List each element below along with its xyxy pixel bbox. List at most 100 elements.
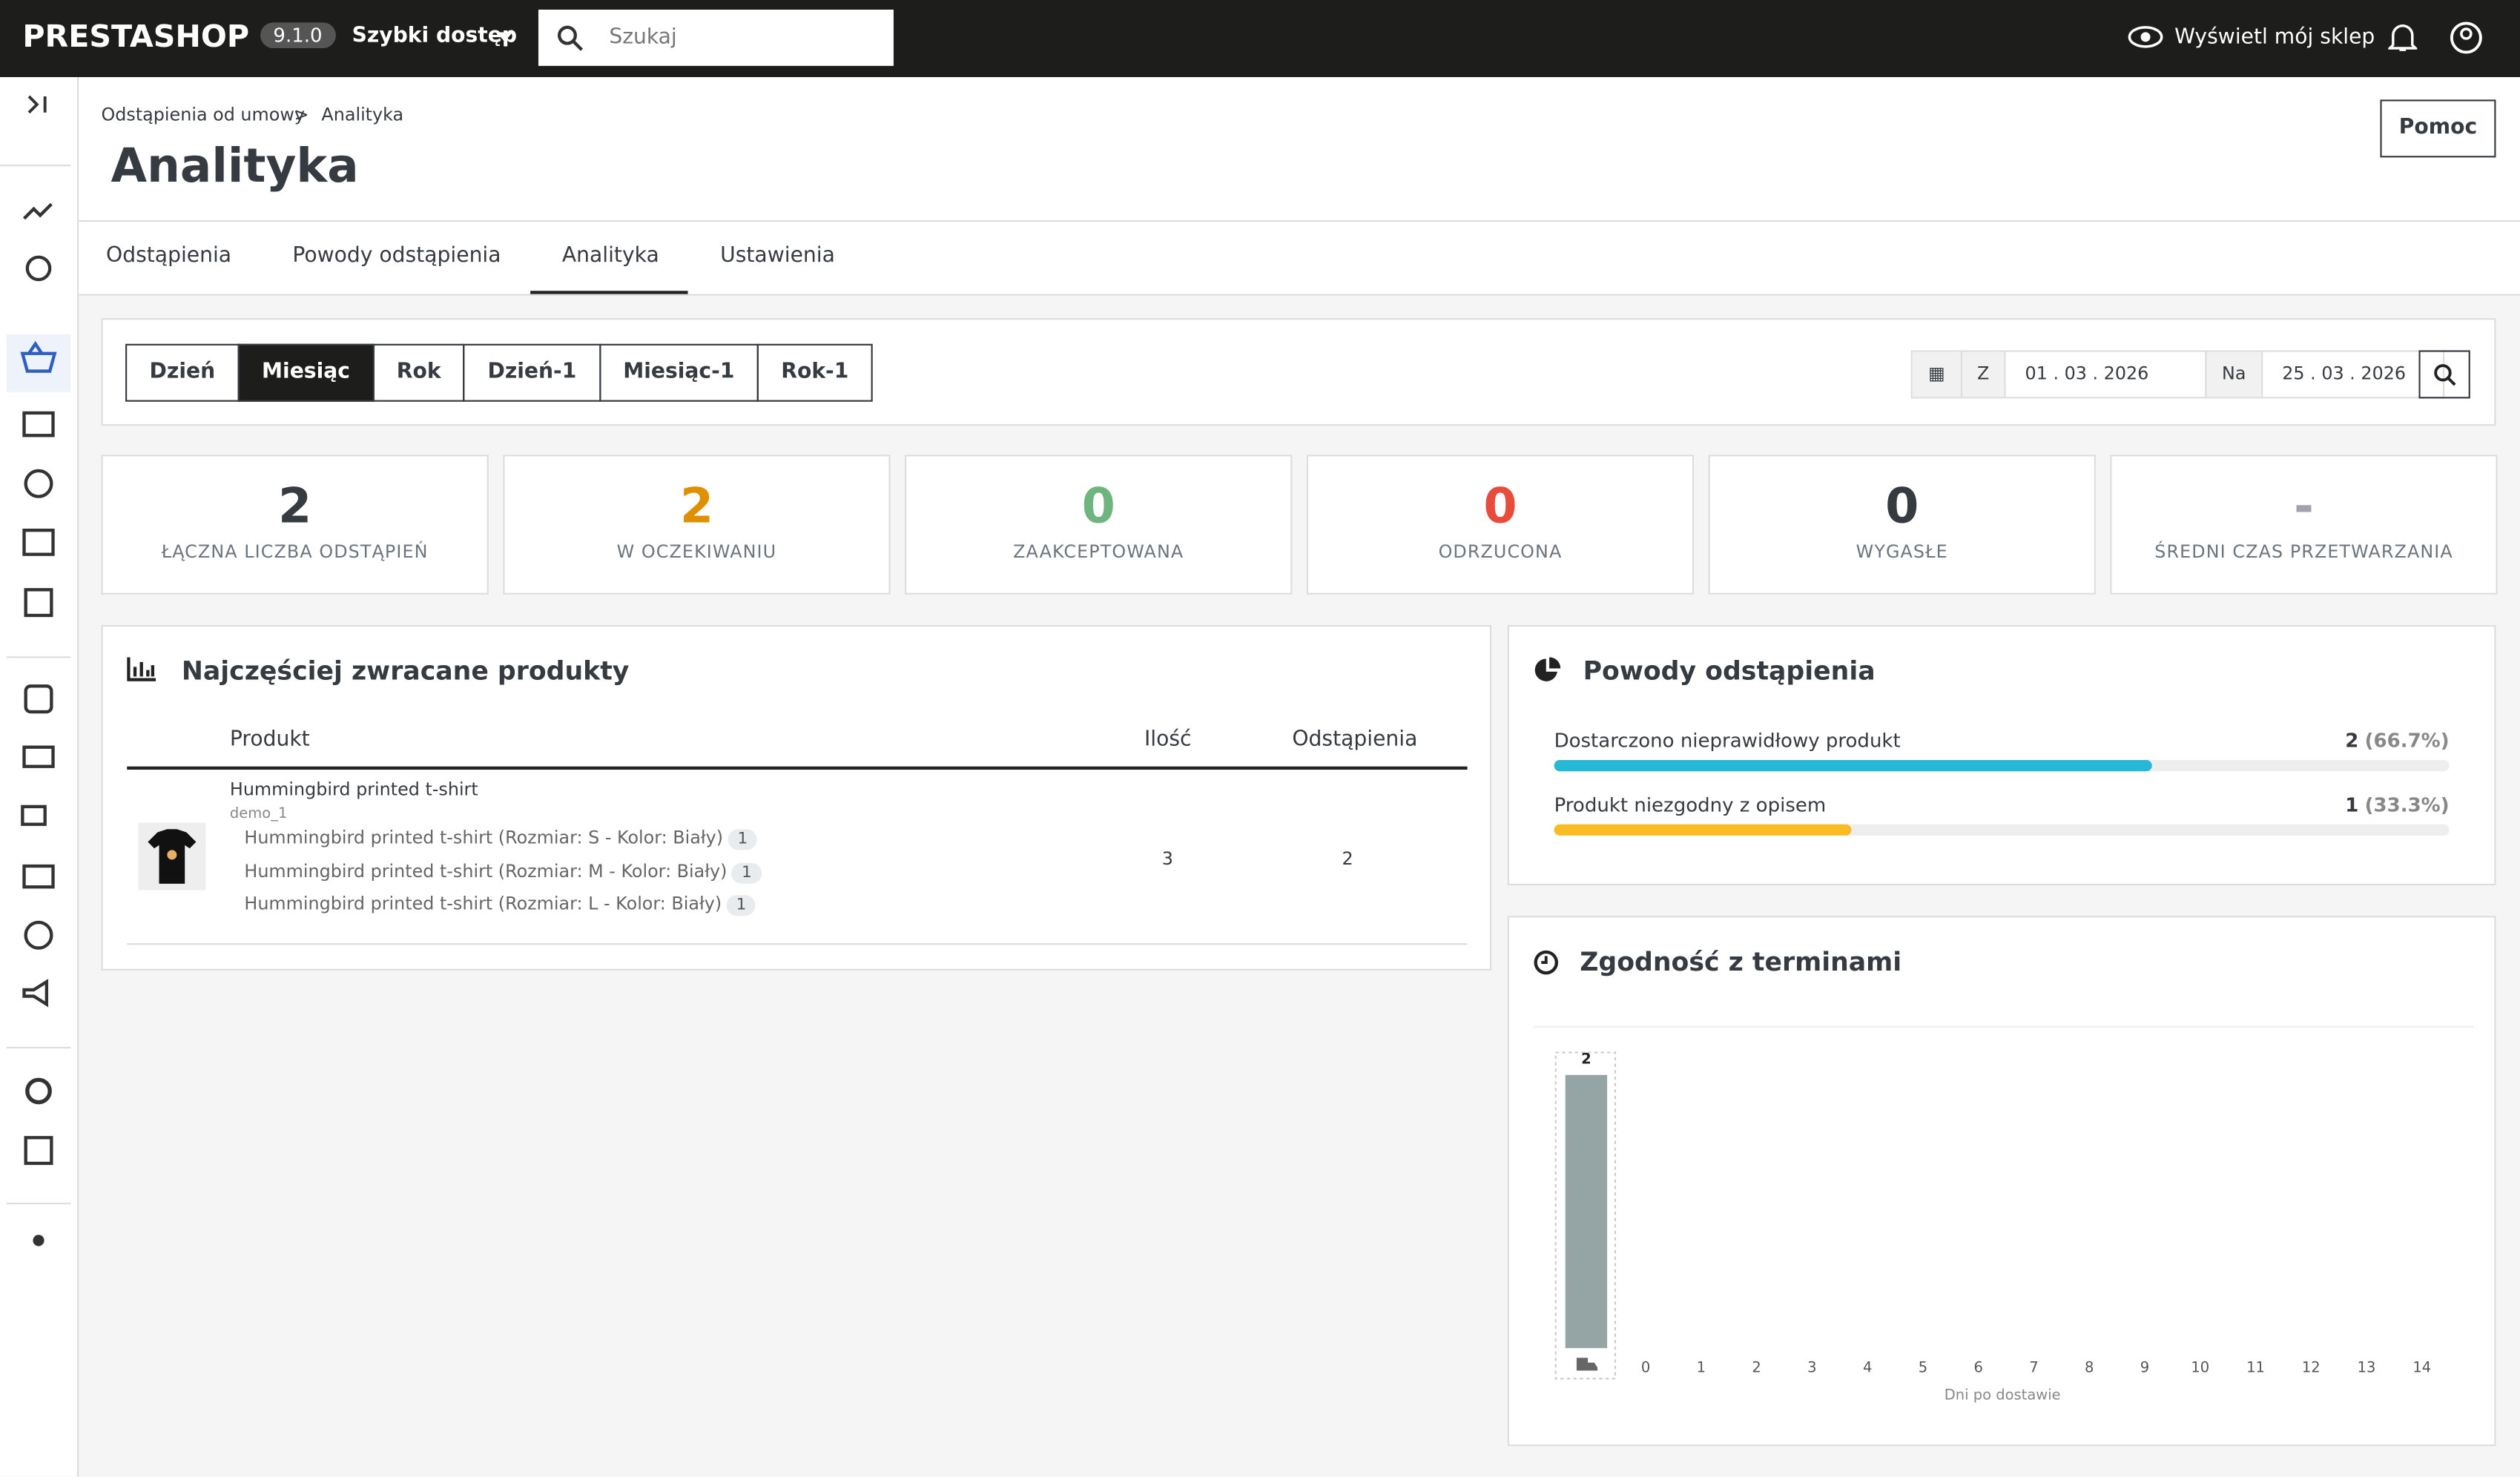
kpi-label: ODRZUCONA [1438,541,1563,563]
account-icon[interactable] [2450,21,2484,55]
period-button[interactable]: Dzień-1 [463,343,601,402]
x-tick-label: 7 [2029,1359,2038,1376]
tabs: Odstąpienia Powody odstąpienia Analityka Us… [79,222,864,294]
marketing-icon[interactable] [22,979,49,1008]
header-rule [127,766,1468,770]
clock-icon [1534,950,1558,975]
progress-track [1554,824,2450,836]
search-box[interactable]: Szukaj [538,10,894,66]
x-axis-label: Dni po dostawie [1945,1387,2061,1404]
messages-icon[interactable] [22,528,55,556]
shipping-icon[interactable] [21,804,47,826]
kpi-value: 0 [1885,478,1919,535]
tab[interactable]: Ustawienia [720,244,835,268]
reason-name: Produkt niezgodny z opisem [1554,793,1827,816]
settings-icon[interactable] [25,1077,52,1105]
x-tick-label: 1 [1697,1359,1706,1376]
catalog-icon[interactable] [22,411,55,437]
reason-row: Produkt niezgodny z opisem 1 (33.3%) [1554,794,2450,859]
view-shop[interactable]: Wyświetl mój sklep [2174,25,2375,50]
card-title: Najczęściej zwracane produkty [181,655,630,687]
progress-track [1554,760,2450,772]
variant-count: 1 [726,895,756,916]
search-button[interactable] [2418,350,2470,399]
reason-row: Dostarczono nieprawidłowy produkt 2 (66.7… [1554,730,2450,794]
tab[interactable]: Odstąpienia [106,244,232,268]
sidebar-icons [0,95,71,1246]
reason-stats: 2 (66.7%) [2345,730,2449,752]
x-tick-label: 4 [1863,1359,1872,1376]
column-header: Odstąpienia [1292,727,1418,753]
kpi-card: 2 ŁĄCZNA LICZBA ODSTĄPIEŃ [101,455,489,595]
row-rule [127,943,1468,945]
period-buttons: Dzień Miesiąc Rok Dzień-1 Miesiąc-1 Rok-1 [125,343,873,402]
to-date[interactable]: 25 . 03 . 2026 [2261,351,2443,397]
x-tick-label: 12 [2302,1359,2321,1376]
variant-name: Hummingbird printed t-shirt (Rozmiar: M … [244,860,728,882]
page-title: Analityka [111,138,359,194]
quick-access[interactable]: Szybki dostęp [352,24,518,49]
truck-icon [1576,1358,1598,1371]
column-header: Produkt [229,727,310,753]
reasons-card: Powody odstąpienia Dostarczono nieprawid… [1507,624,2496,886]
payment-icon[interactable] [22,864,55,889]
kpi-value: 2 [278,478,312,535]
returns: 2 [1342,848,1353,870]
breadcrumb-item: Analityka [321,104,404,126]
period-button[interactable]: Miesiąc [237,343,375,402]
period-button[interactable]: Rok [372,343,466,402]
collapse-icon[interactable] [27,95,47,114]
variant-count: 1 [731,862,762,883]
tab[interactable]: Analityka [530,222,688,294]
modules-icon[interactable] [24,684,53,714]
date-filter: ▦ Z 01 . 03 . 2026 Na 25 . 03 . 2026 [1910,350,2445,399]
product-image [138,822,206,891]
logo[interactable]: PRESTASHOP [22,19,250,55]
international-icon[interactable] [24,920,53,950]
kpi-value: 0 [1081,478,1115,535]
product-name[interactable]: Hummingbird printed t-shirt [229,779,478,801]
kpi-value: 2 [679,478,714,535]
from-date[interactable]: 01 . 03 . 2026 [2004,351,2205,397]
team-icon[interactable] [33,1235,44,1246]
variant-name: Hummingbird printed t-shirt (Rozmiar: S … [244,827,724,849]
tab[interactable]: Powody odstąpienia [292,244,501,268]
product-reference: demo_1 [229,806,288,823]
bell-icon[interactable] [2388,22,2418,54]
breadcrumb-sep: > [294,104,309,126]
kpi-value: 0 [1483,478,1517,535]
page-header: Odstąpienia od umowy > Analityka Anality… [79,77,2520,296]
variant-count: 1 [728,829,758,850]
period-button[interactable]: Rok-1 [756,343,873,402]
variant-row: Hummingbird printed t-shirt (Rozmiar: S … [244,827,761,860]
filter-bar: Dzień Miesiąc Rok Dzień-1 Miesiąc-1 Rok-1 ▦ Z… [101,318,2496,426]
period-button[interactable]: Miesiąc-1 [598,343,759,402]
stats-icon[interactable] [22,202,53,220]
orders-icon[interactable] [20,340,57,373]
from-label: Z [1960,351,2005,397]
breadcrumb-item[interactable]: Odstąpienia od umowy [101,104,305,126]
bar [1565,1074,1608,1349]
x-tick-label: 8 [2085,1359,2094,1376]
x-tick-label: 5 [1919,1359,1927,1376]
support-icon[interactable] [25,255,52,282]
products-card: Najczęściej zwracane produkty Produkt Il… [101,624,1492,971]
version: 9.1.0 [260,22,335,49]
progress-bar [1554,824,1853,836]
reason-percent: (66.7%) [2364,729,2450,753]
x-tick-label: 14 [2412,1359,2431,1376]
active-highlight [6,334,71,392]
reports-icon[interactable] [24,588,53,618]
period-button[interactable]: Dzień [125,343,240,402]
compliance-card: Zgodność z terminami 2 0 1 2 3 4 5 6 7 8 9 10 11 12 13… [1507,916,2496,1447]
design-icon[interactable] [22,745,55,768]
help-button[interactable]: Pomoc [2380,99,2496,158]
customers-icon[interactable] [24,469,53,498]
kpi-card: 0 ODRZUCONA [1306,455,1695,595]
advanced-icon[interactable] [24,1136,53,1166]
column-header: Ilość [1144,727,1192,753]
variant-row: Hummingbird printed t-shirt (Rozmiar: L … [244,893,761,926]
